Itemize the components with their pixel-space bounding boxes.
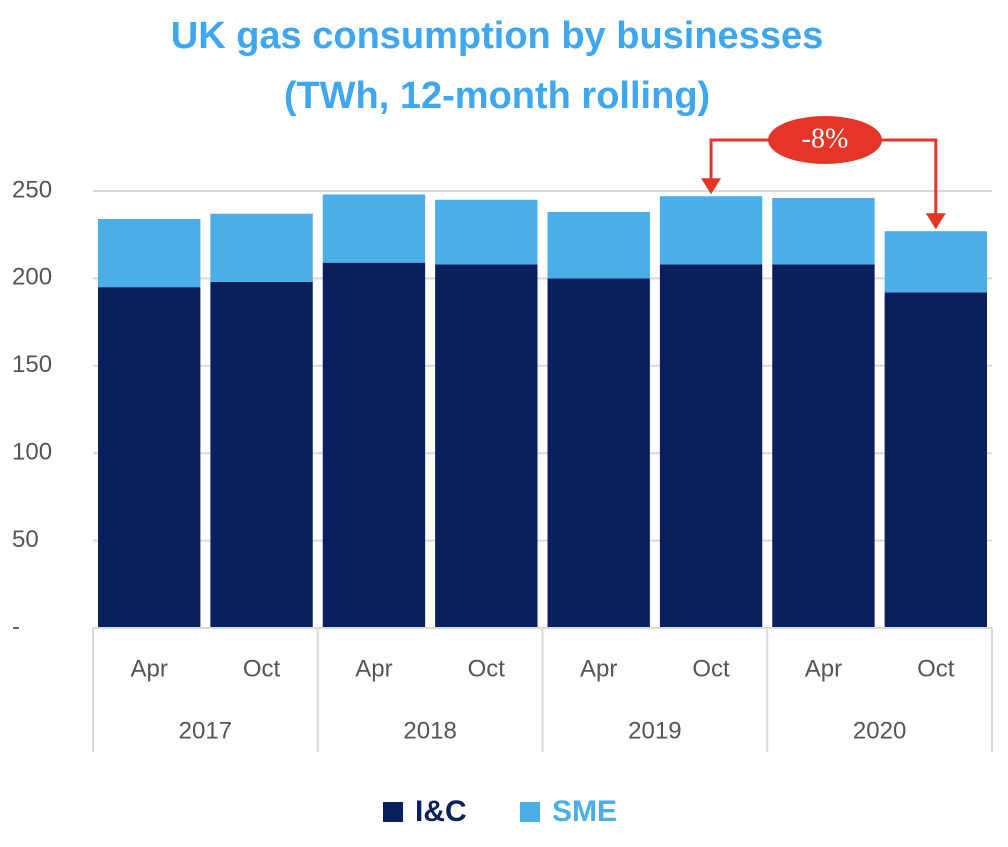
bar-segment: [884, 292, 987, 628]
bar-segment: [98, 287, 201, 628]
bar-segment: [322, 194, 426, 263]
y-tick-label: 100: [12, 439, 52, 466]
x-tick-label: Apr: [131, 655, 168, 682]
legend-swatch: [520, 802, 540, 822]
y-tick-label: 150: [12, 351, 52, 378]
bar-segment: [659, 264, 763, 628]
x-tick-label: Oct: [468, 655, 506, 682]
y-tick-label: 250: [12, 176, 52, 203]
y-tick-label: 200: [12, 264, 52, 291]
arrow-head: [701, 178, 722, 195]
bar-segment: [435, 199, 538, 265]
legend-label: SME: [552, 795, 617, 828]
bar-segment: [772, 264, 875, 628]
bar-segment: [98, 218, 201, 288]
bar-segment: [210, 281, 313, 628]
arrow-head: [925, 213, 946, 230]
chart-title: UK gas consumption by businesses: [171, 15, 823, 57]
bar-segment: [322, 262, 426, 628]
x-tick-label: Apr: [580, 655, 617, 682]
x-tick-label: Oct: [692, 655, 730, 682]
legend-label: I&C: [415, 795, 467, 828]
x-group-label: 2019: [628, 717, 681, 744]
x-tick-label: Apr: [805, 655, 842, 682]
chart-title: (TWh, 12-month rolling): [284, 75, 710, 117]
bar-segment: [884, 231, 987, 293]
annotation-arrow: [709, 138, 775, 191]
x-tick-label: Oct: [917, 655, 955, 682]
annotation-bubble: [768, 116, 882, 164]
x-tick-label: Oct: [243, 655, 281, 682]
y-tick-label: -: [12, 613, 20, 640]
bar-segment: [659, 196, 763, 265]
bar-segment: [435, 264, 538, 628]
bar-segment: [772, 197, 875, 265]
x-group-label: 2020: [853, 717, 906, 744]
y-tick-label: 50: [12, 526, 39, 553]
legend-swatch: [383, 802, 403, 822]
bar-segment: [547, 211, 650, 279]
bar-segment: [210, 213, 313, 282]
x-group-label: 2018: [403, 717, 456, 744]
annotation: -8%: [802, 123, 849, 154]
x-group-label: 2017: [179, 717, 232, 744]
x-tick-label: Apr: [355, 655, 392, 682]
annotation-arrow: [875, 138, 938, 226]
bar-segment: [547, 278, 650, 628]
